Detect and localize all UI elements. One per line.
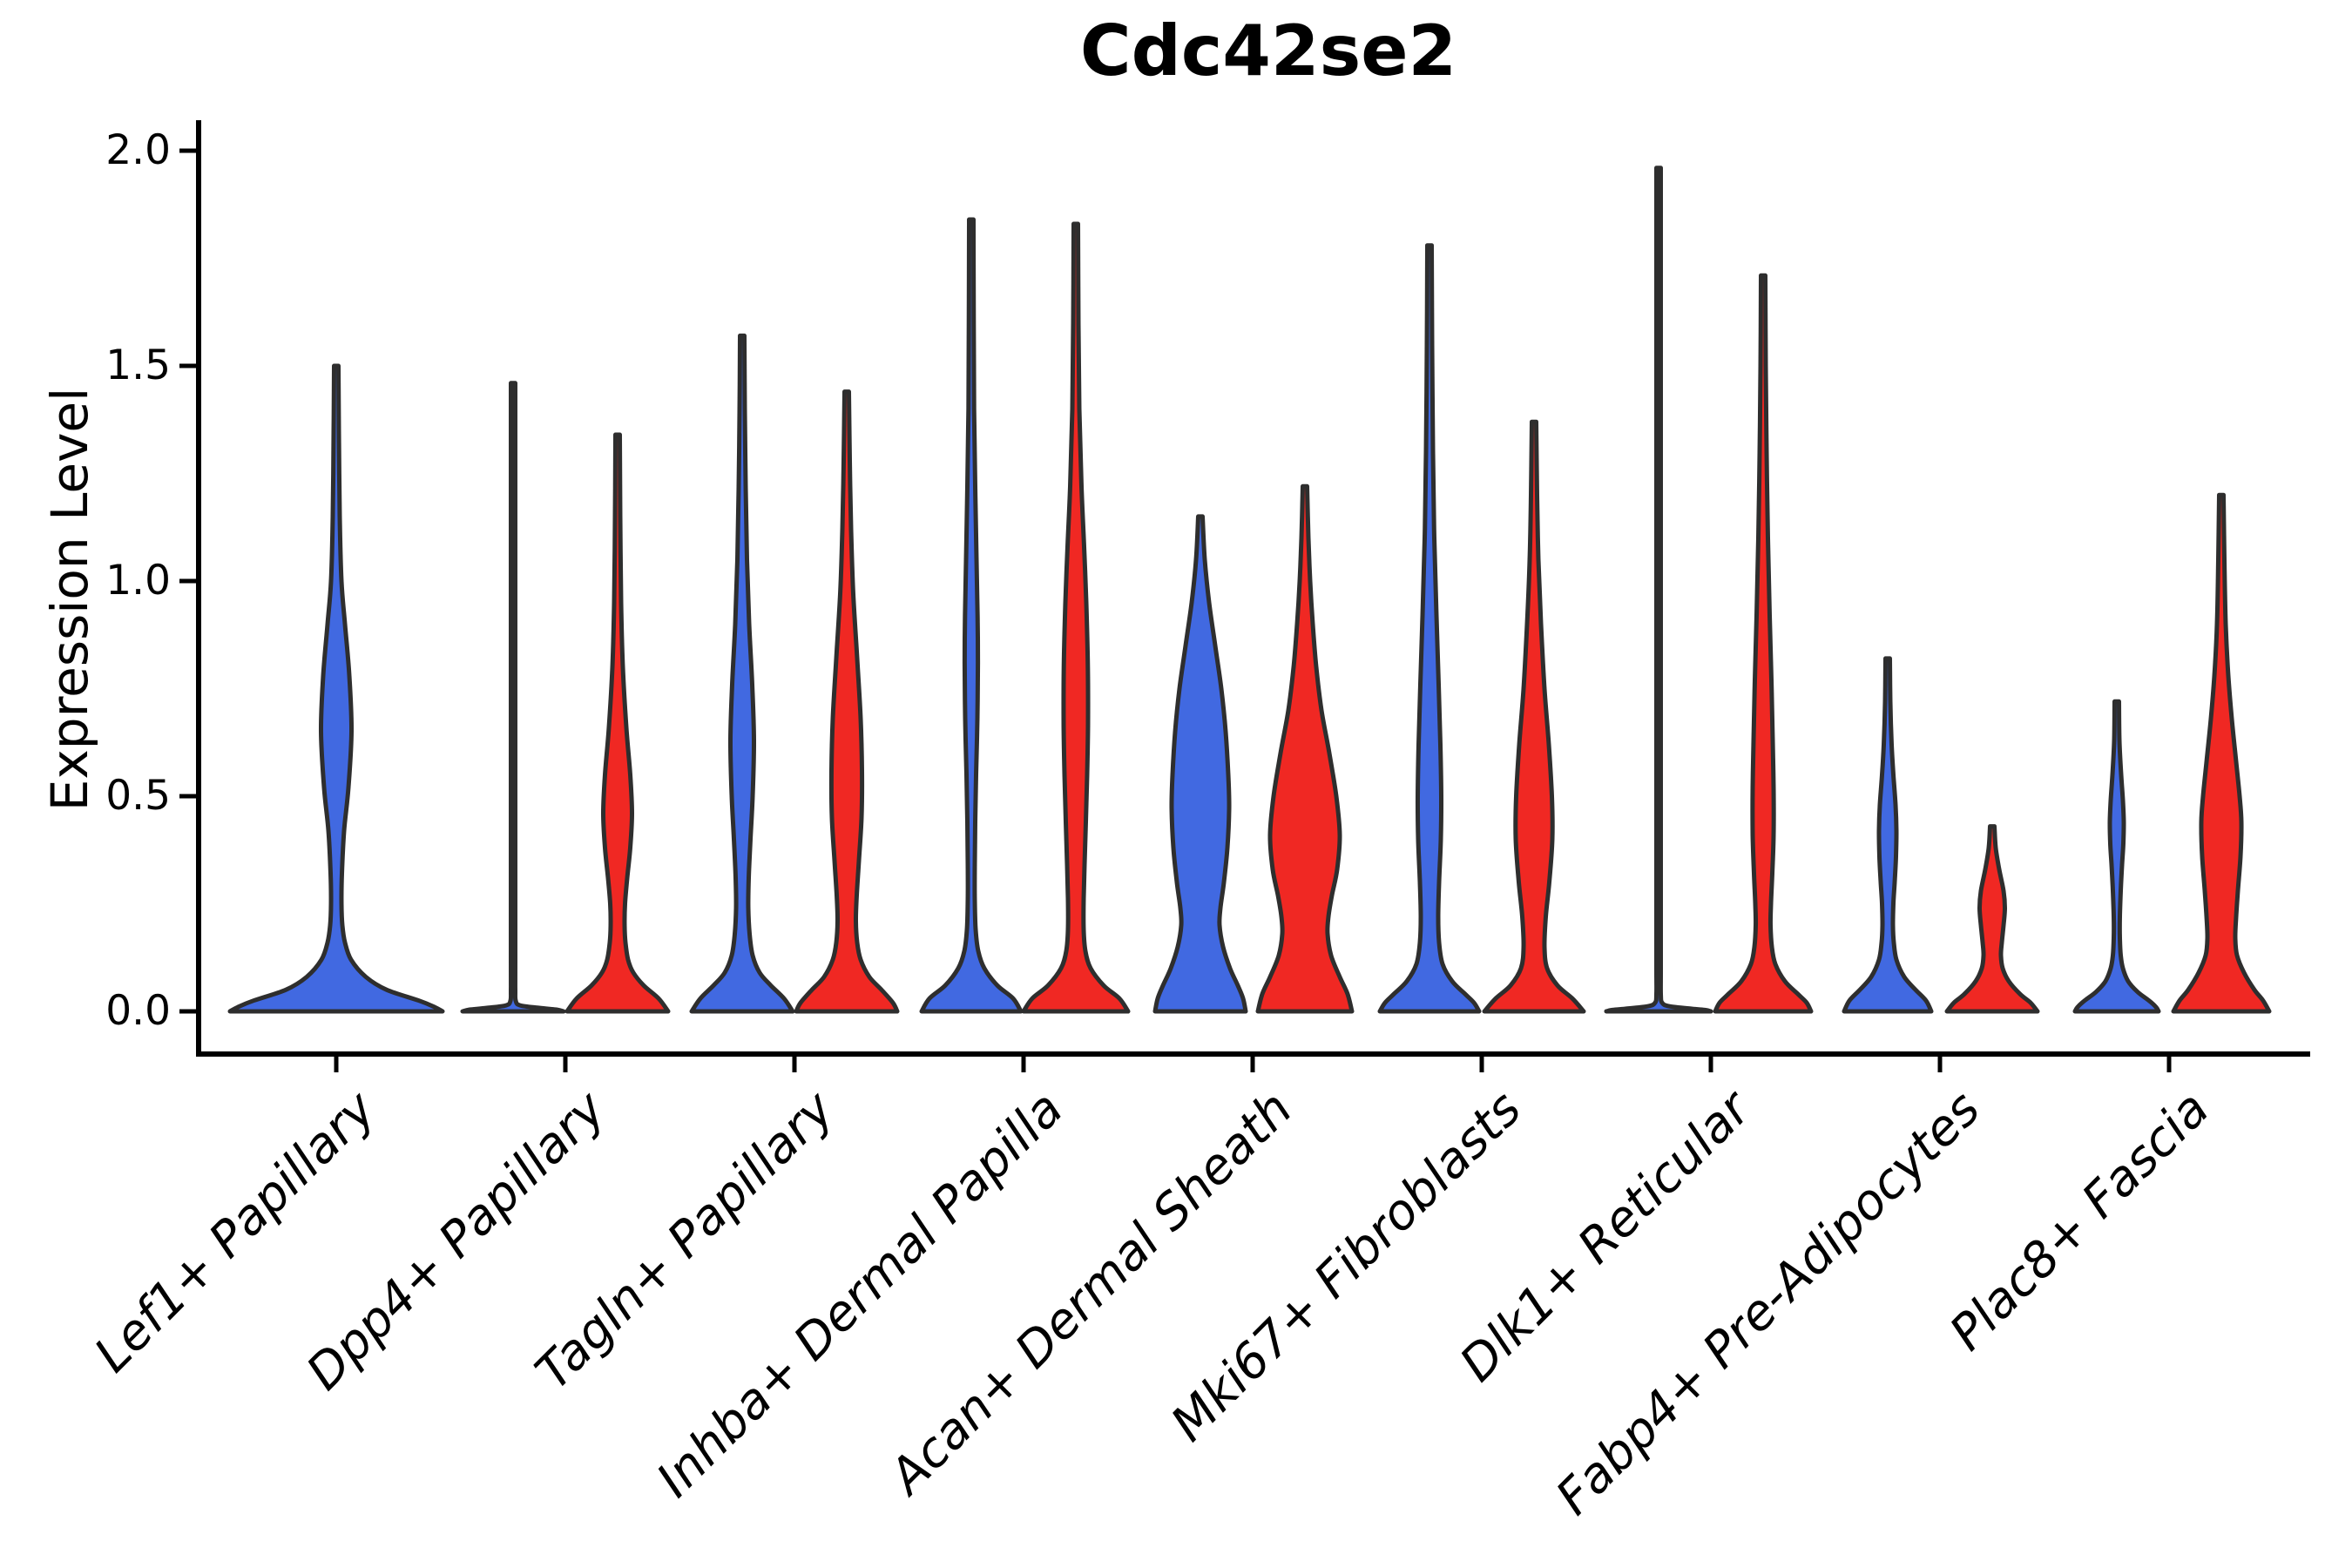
y-tick-label: 1.0 bbox=[105, 557, 171, 605]
y-tick-label: 1.5 bbox=[105, 341, 171, 389]
violin-inhba-dermal-papilla-group-red bbox=[1021, 221, 1131, 1014]
violin-plac8-fascia-group-blue bbox=[2072, 699, 2161, 1014]
y-tick-label: 0.0 bbox=[105, 987, 171, 1035]
violin-dlk1-reticular-group-blue bbox=[1604, 166, 1713, 1014]
violin-lef1-papillary-group-blue bbox=[227, 363, 445, 1014]
violin-fabp4-pre-adipocytes-group-red bbox=[1944, 824, 2040, 1014]
violin-mki67-fibroblasts-group-blue bbox=[1377, 243, 1482, 1014]
y-tick-label: 2.0 bbox=[105, 126, 171, 174]
chart-title: Cdc42se2 bbox=[1079, 10, 1457, 91]
violin-acan-dermal-sheath-group-red bbox=[1255, 483, 1355, 1014]
violin-plac8-fascia-group-red bbox=[2171, 492, 2272, 1014]
y-tick-label: 0.5 bbox=[105, 772, 171, 820]
violin-inhba-dermal-papilla-group-blue bbox=[919, 217, 1024, 1014]
violin-mki67-fibroblasts-group-red bbox=[1482, 419, 1586, 1014]
violin-tagln-papillary-group-red bbox=[794, 389, 900, 1014]
violin-tagln-papillary-group-blue bbox=[689, 333, 795, 1014]
violin-acan-dermal-sheath-group-blue bbox=[1152, 514, 1248, 1014]
violin-dpp4-papillary-group-blue bbox=[460, 381, 566, 1014]
violin-dlk1-reticular-group-red bbox=[1713, 273, 1814, 1014]
violin-fabp4-pre-adipocytes-group-blue bbox=[1842, 656, 1934, 1014]
violin-dpp4-papillary-group-red bbox=[564, 432, 671, 1014]
